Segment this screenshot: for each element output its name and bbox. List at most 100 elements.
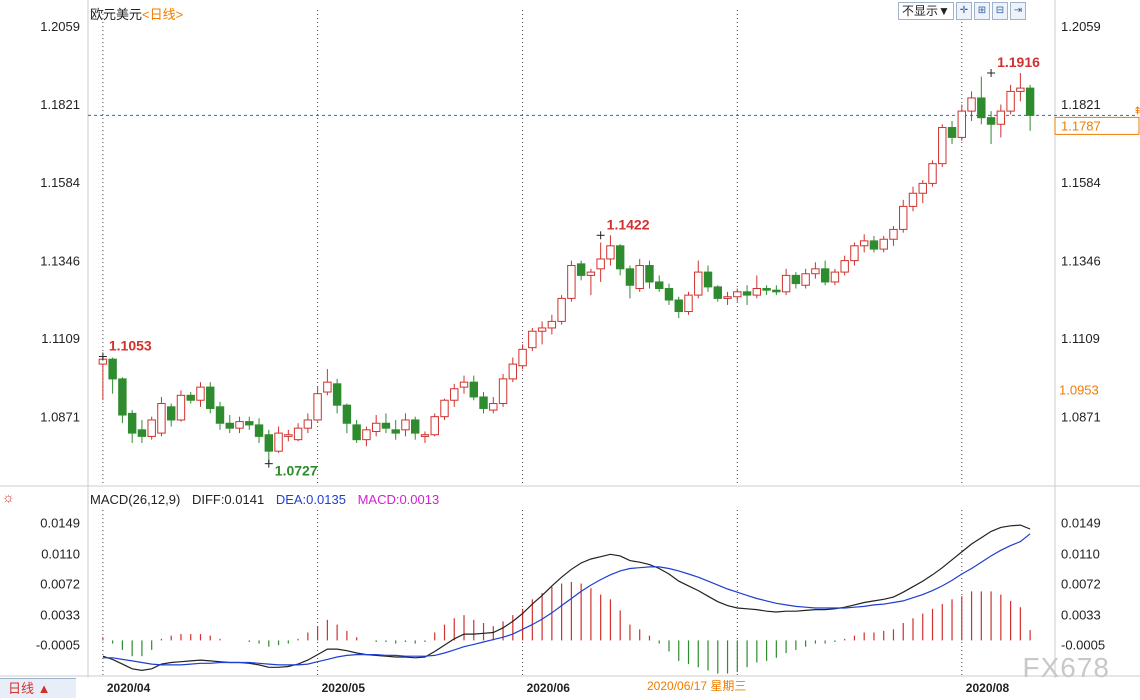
candle-up bbox=[830, 271, 840, 283]
candle-up bbox=[723, 296, 732, 299]
xtick-label: 2020/06 bbox=[527, 681, 571, 695]
macd-ytick-right: 0.0149 bbox=[1061, 516, 1101, 531]
candle-up bbox=[694, 271, 703, 296]
macd-legend-dea: DEA:0.0135 bbox=[275, 492, 346, 507]
chart-toolbar: 不显示▼ ✛ ⊞ ⊟ ⇥ bbox=[898, 2, 1026, 20]
candle-up bbox=[303, 419, 313, 429]
candle-up bbox=[596, 258, 605, 270]
candle-up bbox=[733, 291, 742, 298]
candle-down bbox=[254, 424, 264, 437]
crosshair-icon[interactable]: ✛ bbox=[955, 2, 972, 20]
candle-down bbox=[342, 404, 352, 424]
candle-down bbox=[703, 271, 713, 288]
candle-down bbox=[332, 383, 342, 406]
candle-up bbox=[498, 378, 508, 405]
candle-down bbox=[127, 412, 137, 434]
candle-down bbox=[791, 274, 801, 285]
low-annotation: 1.0727 bbox=[275, 463, 318, 479]
candle-up bbox=[537, 327, 547, 332]
price-arrow-icon: ⇞ bbox=[1133, 105, 1140, 117]
candle-down bbox=[479, 396, 488, 409]
candle-down bbox=[245, 421, 254, 426]
candle-up bbox=[801, 273, 810, 286]
zoom-out-icon[interactable]: ⊟ bbox=[991, 2, 1008, 20]
candle-up bbox=[967, 97, 976, 112]
candle-up bbox=[996, 110, 1006, 125]
watermark-logo: FX678 bbox=[1022, 652, 1110, 683]
candle-up bbox=[176, 394, 186, 421]
candle-down bbox=[469, 381, 478, 398]
candle-down bbox=[762, 288, 771, 291]
candle-down bbox=[1025, 87, 1035, 116]
candle-up bbox=[859, 240, 869, 247]
candle-down bbox=[977, 97, 986, 119]
candle-down bbox=[664, 288, 674, 301]
crosshair-price-label: 1.0953 bbox=[1059, 382, 1099, 397]
candle-up bbox=[362, 429, 371, 441]
candle-down bbox=[381, 422, 391, 429]
candle-up bbox=[781, 274, 791, 293]
price-ytick-left: 1.0871 bbox=[40, 409, 80, 424]
high-annotation: 1.1916 bbox=[997, 54, 1040, 70]
price-ytick-left: 1.1821 bbox=[40, 97, 80, 112]
price-ytick-right: 1.2059 bbox=[1061, 19, 1101, 34]
candle-up bbox=[274, 432, 283, 452]
candle-down bbox=[166, 406, 176, 421]
candle-down bbox=[742, 291, 752, 296]
candle-down bbox=[137, 429, 147, 437]
candle-up bbox=[508, 363, 518, 380]
candle-up bbox=[284, 434, 293, 437]
candle-up bbox=[840, 260, 849, 273]
candle-down bbox=[655, 281, 664, 290]
price-ytick-right: 1.1584 bbox=[1061, 175, 1101, 190]
candle-down bbox=[772, 289, 781, 293]
price-ytick-left: 1.1109 bbox=[41, 331, 80, 346]
macd-ytick-right: -0.0005 bbox=[1061, 637, 1105, 652]
candle-up bbox=[147, 419, 156, 437]
scroll-right-icon[interactable]: ⇥ bbox=[1009, 2, 1026, 20]
candle-down bbox=[615, 245, 625, 270]
candle-up bbox=[928, 163, 937, 184]
price-ytick-right: 1.1346 bbox=[1061, 253, 1101, 268]
sun-gear-icon[interactable]: ☼ bbox=[2, 489, 15, 505]
candle-up bbox=[899, 205, 908, 230]
macd-ytick-left: 0.0110 bbox=[41, 547, 80, 562]
dea-line bbox=[102, 533, 1031, 666]
candle-down bbox=[820, 268, 830, 283]
candle-up bbox=[635, 265, 644, 290]
display-select[interactable]: 不显示▼ bbox=[898, 2, 954, 20]
candle-up bbox=[235, 421, 244, 429]
candle-up bbox=[450, 388, 459, 401]
candle-down bbox=[645, 265, 654, 283]
zoom-in-icon[interactable]: ⊞ bbox=[973, 2, 990, 20]
high-annotation: 1.1422 bbox=[607, 216, 650, 232]
timeframe-button[interactable]: 日线 ▲ bbox=[0, 678, 76, 698]
macd-legend-diff: DIFF:0.0141 bbox=[191, 492, 265, 507]
candle-up bbox=[879, 238, 888, 250]
candle-down bbox=[391, 429, 400, 434]
candle-up bbox=[547, 320, 557, 329]
candle-up bbox=[401, 419, 410, 431]
candle-up bbox=[918, 182, 927, 194]
candle-up bbox=[811, 268, 820, 275]
xtick-label: 2020/05 bbox=[322, 681, 366, 695]
high-annotation: 1.1053 bbox=[109, 338, 152, 354]
candle-up bbox=[908, 192, 918, 207]
candle-down bbox=[869, 240, 879, 250]
candle-up bbox=[1016, 87, 1025, 92]
diff-line bbox=[102, 524, 1031, 672]
chart-title: 欧元美元<日线> bbox=[90, 4, 183, 23]
macd-legend-macd: MACD:0.0013 bbox=[357, 492, 440, 507]
candle-down bbox=[264, 434, 274, 452]
candle-up bbox=[557, 297, 566, 322]
candle-up bbox=[684, 294, 693, 313]
candle-down bbox=[713, 286, 722, 299]
candle-down bbox=[411, 419, 420, 434]
price-ytick-right: 1.1109 bbox=[1061, 331, 1100, 346]
period-label[interactable]: <日线> bbox=[142, 7, 184, 22]
candle-up bbox=[850, 245, 859, 262]
macd-ytick-right: 0.0033 bbox=[1061, 607, 1101, 622]
price-ytick-left: 1.1346 bbox=[40, 253, 80, 268]
macd-ytick-right: 0.0072 bbox=[1061, 577, 1101, 592]
